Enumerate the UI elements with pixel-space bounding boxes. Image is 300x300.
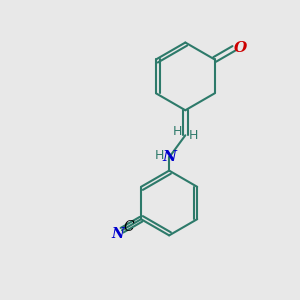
Text: H: H bbox=[189, 129, 198, 142]
Text: H: H bbox=[172, 125, 182, 138]
Text: H: H bbox=[155, 148, 164, 161]
Text: C: C bbox=[123, 220, 134, 234]
Text: N: N bbox=[111, 227, 124, 241]
Text: O: O bbox=[234, 41, 247, 56]
Text: N: N bbox=[162, 150, 176, 164]
